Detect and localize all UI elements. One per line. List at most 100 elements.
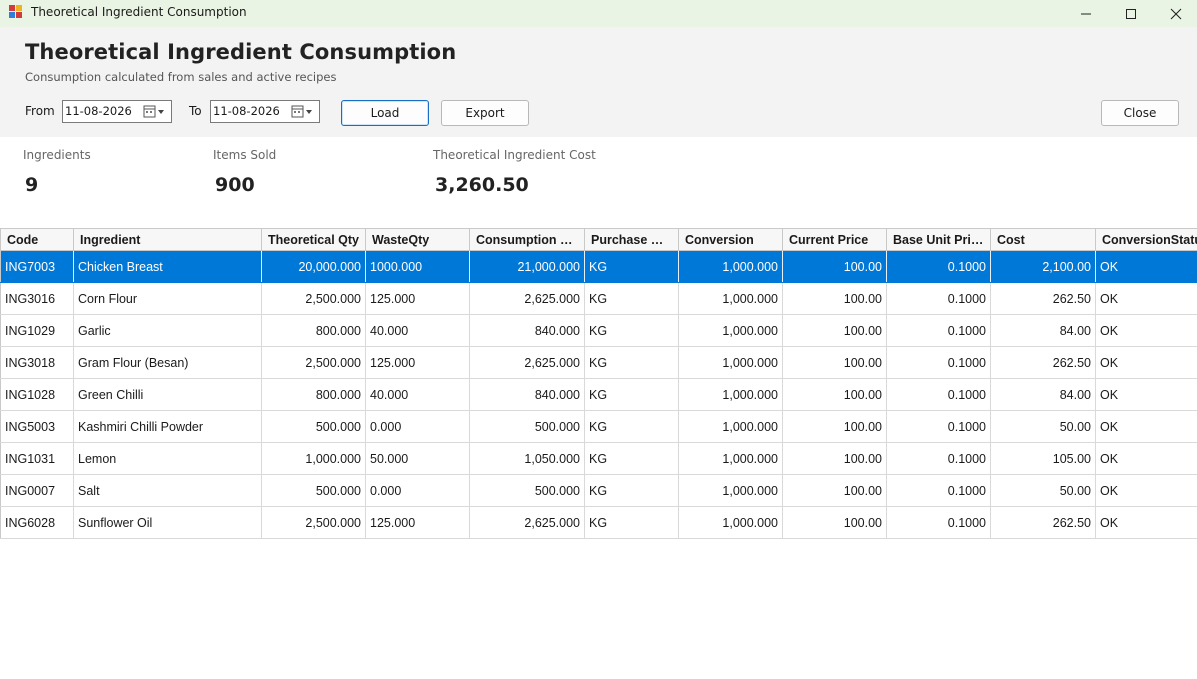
- cell-ingredient[interactable]: Salt: [73, 474, 262, 507]
- cell-theoretical-qty[interactable]: 2,500.000: [261, 282, 366, 315]
- column-header-waste-qty[interactable]: WasteQty: [365, 228, 470, 251]
- cell-purchase-unit[interactable]: KG: [584, 474, 679, 507]
- cell-purchase-unit[interactable]: KG: [584, 378, 679, 411]
- cell-conversion-status[interactable]: OK: [1095, 250, 1197, 283]
- cell-consumption-qty[interactable]: 21,000.000: [469, 250, 585, 283]
- cell-purchase-unit[interactable]: KG: [584, 282, 679, 315]
- column-header-conversion[interactable]: Conversion: [678, 228, 783, 251]
- cell-cost[interactable]: 84.00: [990, 314, 1096, 347]
- column-header-conversion-status[interactable]: ConversionStatus: [1095, 228, 1197, 251]
- cell-consumption-qty[interactable]: 840.000: [469, 378, 585, 411]
- consumption-grid[interactable]: Code Ingredient Theoretical Qty WasteQty…: [0, 228, 1197, 539]
- cell-theoretical-qty[interactable]: 20,000.000: [261, 250, 366, 283]
- table-row[interactable]: ING1029 Garlic 800.000 40.000 840.000 KG 1,000…: [0, 314, 1197, 347]
- cell-code[interactable]: ING1028: [0, 378, 74, 411]
- cell-code[interactable]: ING0007: [0, 474, 74, 507]
- cell-waste-qty[interactable]: 1000.000: [365, 250, 470, 283]
- cell-base-unit-price[interactable]: 0.1000: [886, 506, 991, 539]
- cell-current-price[interactable]: 100.00: [782, 378, 887, 411]
- cell-current-price[interactable]: 100.00: [782, 346, 887, 379]
- table-row[interactable]: ING1028 Green Chilli 800.000 40.000 840.000 K…: [0, 378, 1197, 411]
- cell-base-unit-price[interactable]: 0.1000: [886, 314, 991, 347]
- cell-conversion[interactable]: 1,000.000: [678, 314, 783, 347]
- cell-base-unit-price[interactable]: 0.1000: [886, 282, 991, 315]
- cell-conversion[interactable]: 1,000.000: [678, 442, 783, 475]
- column-header-code[interactable]: Code: [0, 228, 74, 251]
- cell-conversion[interactable]: 1,000.000: [678, 346, 783, 379]
- cell-ingredient[interactable]: Corn Flour: [73, 282, 262, 315]
- cell-waste-qty[interactable]: 0.000: [365, 410, 470, 443]
- table-row[interactable]: ING7003 Chicken Breast 20,000.000 1000.000 2…: [0, 250, 1197, 283]
- cell-code[interactable]: ING1031: [0, 442, 74, 475]
- cell-conversion-status[interactable]: OK: [1095, 282, 1197, 315]
- cell-waste-qty[interactable]: 0.000: [365, 474, 470, 507]
- table-row[interactable]: ING0007 Salt 500.000 0.000 500.000 KG 1,000.00…: [0, 474, 1197, 507]
- cell-purchase-unit[interactable]: KG: [584, 314, 679, 347]
- cell-cost[interactable]: 50.00: [990, 474, 1096, 507]
- cell-waste-qty[interactable]: 40.000: [365, 314, 470, 347]
- cell-cost[interactable]: 262.50: [990, 346, 1096, 379]
- from-date-picker[interactable]: 11-08-2026: [62, 100, 172, 123]
- cell-ingredient[interactable]: Kashmiri Chilli Powder: [73, 410, 262, 443]
- maximize-button[interactable]: [1108, 0, 1154, 27]
- cell-conversion[interactable]: 1,000.000: [678, 282, 783, 315]
- column-header-theoretical-qty[interactable]: Theoretical Qty: [261, 228, 366, 251]
- cell-current-price[interactable]: 100.00: [782, 506, 887, 539]
- cell-consumption-qty[interactable]: 500.000: [469, 410, 585, 443]
- to-date-picker[interactable]: 11-08-2026: [210, 100, 320, 123]
- column-header-current-price[interactable]: Current Price: [782, 228, 887, 251]
- cell-ingredient[interactable]: Sunflower Oil: [73, 506, 262, 539]
- cell-waste-qty[interactable]: 125.000: [365, 506, 470, 539]
- cell-purchase-unit[interactable]: KG: [584, 410, 679, 443]
- cell-code[interactable]: ING3018: [0, 346, 74, 379]
- cell-cost[interactable]: 2,100.00: [990, 250, 1096, 283]
- cell-consumption-qty[interactable]: 840.000: [469, 314, 585, 347]
- column-header-base-unit-price[interactable]: Base Unit Price: [886, 228, 991, 251]
- table-row[interactable]: ING6028 Sunflower Oil 2,500.000 125.000 2,62…: [0, 506, 1197, 539]
- cell-consumption-qty[interactable]: 1,050.000: [469, 442, 585, 475]
- cell-code[interactable]: ING3016: [0, 282, 74, 315]
- cell-consumption-qty[interactable]: 2,625.000: [469, 346, 585, 379]
- column-header-ingredient[interactable]: Ingredient: [73, 228, 262, 251]
- cell-conversion-status[interactable]: OK: [1095, 506, 1197, 539]
- cell-code[interactable]: ING5003: [0, 410, 74, 443]
- export-button[interactable]: Export: [441, 100, 529, 126]
- cell-waste-qty[interactable]: 40.000: [365, 378, 470, 411]
- cell-current-price[interactable]: 100.00: [782, 314, 887, 347]
- cell-conversion-status[interactable]: OK: [1095, 378, 1197, 411]
- table-row[interactable]: ING1031 Lemon 1,000.000 50.000 1,050.000 KG 1,…: [0, 442, 1197, 475]
- cell-ingredient[interactable]: Gram Flour (Besan): [73, 346, 262, 379]
- cell-cost[interactable]: 262.50: [990, 506, 1096, 539]
- cell-base-unit-price[interactable]: 0.1000: [886, 250, 991, 283]
- cell-purchase-unit[interactable]: KG: [584, 506, 679, 539]
- cell-ingredient[interactable]: Green Chilli: [73, 378, 262, 411]
- cell-theoretical-qty[interactable]: 800.000: [261, 378, 366, 411]
- cell-base-unit-price[interactable]: 0.1000: [886, 378, 991, 411]
- cell-consumption-qty[interactable]: 2,625.000: [469, 506, 585, 539]
- cell-waste-qty[interactable]: 125.000: [365, 282, 470, 315]
- cell-theoretical-qty[interactable]: 800.000: [261, 314, 366, 347]
- close-button[interactable]: Close: [1101, 100, 1179, 126]
- cell-waste-qty[interactable]: 125.000: [365, 346, 470, 379]
- column-header-purchase-unit[interactable]: Purchase Unit: [584, 228, 679, 251]
- minimize-button[interactable]: [1063, 0, 1109, 27]
- cell-conversion-status[interactable]: OK: [1095, 346, 1197, 379]
- cell-waste-qty[interactable]: 50.000: [365, 442, 470, 475]
- cell-current-price[interactable]: 100.00: [782, 282, 887, 315]
- cell-conversion-status[interactable]: OK: [1095, 314, 1197, 347]
- cell-theoretical-qty[interactable]: 500.000: [261, 474, 366, 507]
- cell-conversion[interactable]: 1,000.000: [678, 378, 783, 411]
- cell-base-unit-price[interactable]: 0.1000: [886, 442, 991, 475]
- table-row[interactable]: ING3018 Gram Flour (Besan) 2,500.000 125.00…: [0, 346, 1197, 379]
- cell-base-unit-price[interactable]: 0.1000: [886, 346, 991, 379]
- cell-code[interactable]: ING7003: [0, 250, 74, 283]
- cell-conversion-status[interactable]: OK: [1095, 410, 1197, 443]
- calendar-icon[interactable]: [291, 105, 314, 119]
- cell-ingredient[interactable]: Garlic: [73, 314, 262, 347]
- cell-conversion[interactable]: 1,000.000: [678, 410, 783, 443]
- calendar-icon[interactable]: [143, 105, 166, 119]
- cell-conversion-status[interactable]: OK: [1095, 442, 1197, 475]
- cell-current-price[interactable]: 100.00: [782, 442, 887, 475]
- cell-base-unit-price[interactable]: 0.1000: [886, 410, 991, 443]
- cell-consumption-qty[interactable]: 500.000: [469, 474, 585, 507]
